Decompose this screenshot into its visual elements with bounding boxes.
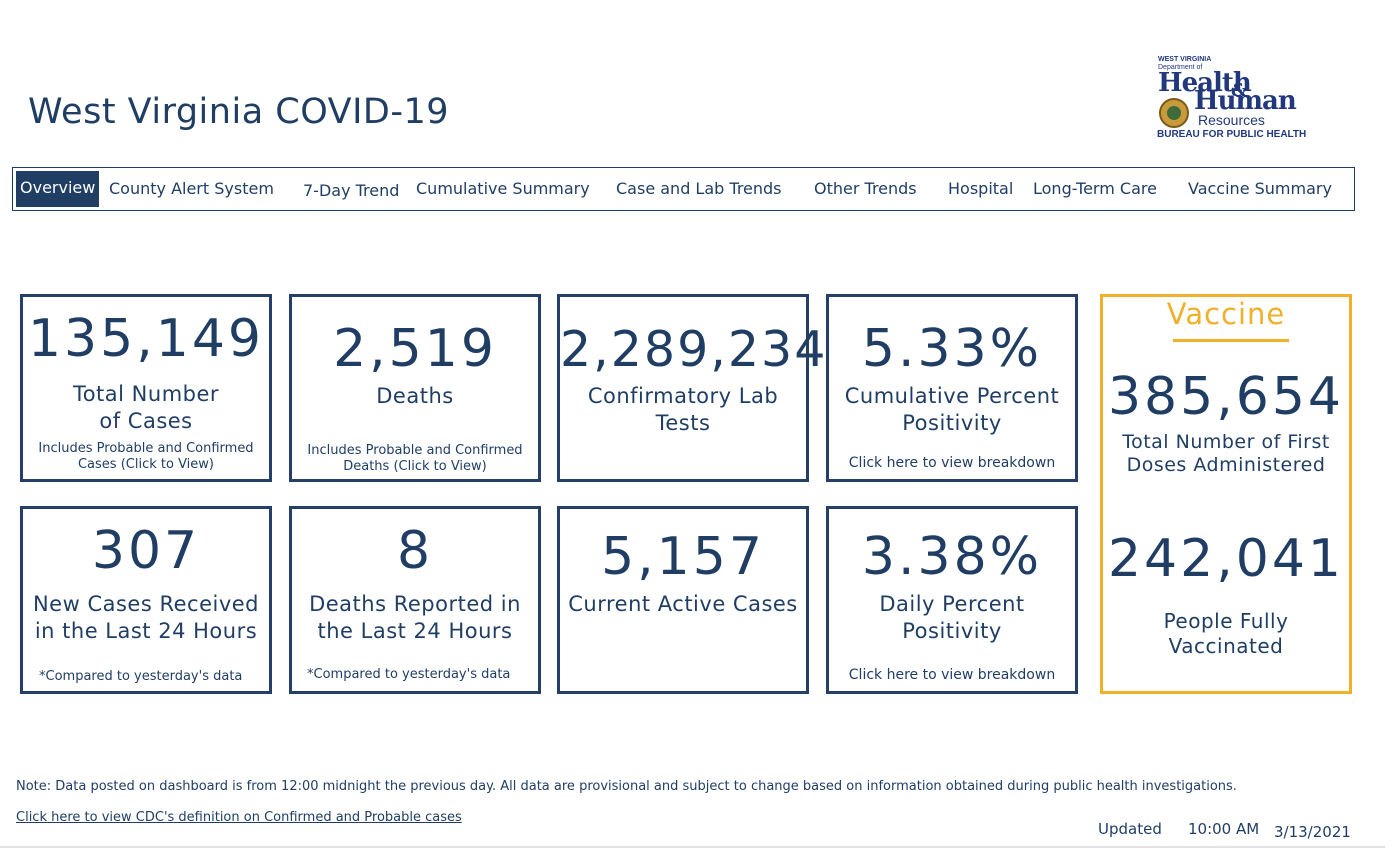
logo-department: Department of — [1158, 64, 1203, 71]
bottom-divider — [0, 846, 1385, 848]
new-cases-value: 307 — [91, 521, 201, 581]
logo-state: WEST VIRGINIA — [1158, 56, 1212, 63]
first-doses-value: 385,654 — [1107, 367, 1345, 427]
first-doses-label: Total Number of First Doses Administered — [1122, 431, 1330, 476]
cumulative-positivity-breakdown-link[interactable]: Click here to view breakdown — [848, 455, 1056, 471]
tab-hospital[interactable]: Hospital — [948, 179, 1014, 198]
total-cases-value: 135,149 — [27, 309, 265, 369]
new-cases-card: 307 New Cases Received in the Last 24 Ho… — [20, 506, 272, 694]
daily-positivity-label: Daily Percent Positivity — [879, 592, 1025, 643]
logo-bureau: BUREAU FOR PUBLIC HEALTH — [1157, 129, 1307, 140]
total-cases-label: Total Number of Cases — [72, 382, 220, 433]
cdc-definition-link[interactable]: Click here to view CDC's definition on C… — [16, 810, 462, 825]
fully-vaccinated-value: 242,041 — [1107, 529, 1345, 589]
vaccine-title: Vaccine — [1166, 297, 1286, 331]
tab-cumulative-summary[interactable]: Cumulative Summary — [416, 179, 590, 198]
updated-date: 3/13/2021 — [1274, 823, 1351, 841]
updated-label: Updated — [1098, 820, 1162, 838]
updated-time: 10:00 AM — [1188, 820, 1260, 838]
new-cases-note: *Compared to yesterday's data — [39, 669, 243, 684]
new-deaths-note: *Compared to yesterday's data — [307, 667, 511, 682]
lab-tests-card: 2,289,234 Confirmatory Lab Tests — [557, 294, 828, 482]
state-seal-icon — [1159, 98, 1189, 128]
active-cases-card: 5,157 Current Active Cases — [557, 506, 809, 694]
cumulative-positivity-card[interactable]: 5.33% Cumulative Percent Positivity Clic… — [826, 294, 1078, 482]
logo-ampersand: & — [1231, 80, 1248, 101]
daily-positivity-card[interactable]: 3.38% Daily Percent Positivity Click her… — [826, 506, 1078, 694]
active-cases-label: Current Active Cases — [568, 592, 798, 616]
data-note: Note: Data posted on dashboard is from 1… — [16, 779, 1237, 794]
tab-long-term-care[interactable]: Long-Term Care — [1033, 179, 1157, 198]
vaccine-underline — [1173, 339, 1289, 342]
fully-vaccinated-label: People Fully Vaccinated — [1163, 609, 1289, 658]
vaccine-card: Vaccine 385,654 Total Number of First Do… — [1100, 294, 1352, 694]
lab-tests-label: Confirmatory Lab Tests — [587, 384, 779, 435]
cumulative-positivity-label: Cumulative Percent Positivity — [844, 384, 1060, 435]
deaths-value: 2,519 — [333, 319, 497, 379]
lab-tests-value: 2,289,234 — [560, 321, 828, 378]
tab-case-and-lab-trends[interactable]: Case and Lab Trends — [616, 179, 782, 198]
tab-other-trends[interactable]: Other Trends — [814, 179, 917, 198]
new-deaths-value: 8 — [396, 521, 434, 581]
active-cases-value: 5,157 — [601, 527, 765, 587]
page-title: West Virginia COVID-19 — [28, 92, 450, 132]
tab-county-alert-system[interactable]: County Alert System — [109, 179, 274, 198]
tab-vaccine-summary[interactable]: Vaccine Summary — [1188, 179, 1332, 198]
logo-health: Health — [1158, 68, 1252, 98]
deaths-label: Deaths — [376, 384, 454, 408]
new-deaths-label: Deaths Reported in the Last 24 Hours — [309, 592, 521, 643]
deaths-card[interactable]: 2,519 Deaths Includes Probable and Confi… — [289, 294, 541, 482]
daily-positivity-breakdown-link[interactable]: Click here to view breakdown — [848, 667, 1056, 683]
new-cases-label: New Cases Received in the Last 24 Hours — [32, 592, 260, 643]
new-deaths-card: 8 Deaths Reported in the Last 24 Hours *… — [289, 506, 541, 694]
total-cases-note[interactable]: Includes Probable and Confirmed Cases (C… — [38, 441, 254, 472]
daily-positivity-value: 3.38% — [861, 527, 1043, 587]
deaths-note[interactable]: Includes Probable and Confirmed Deaths (… — [307, 443, 523, 474]
tab-bar: Overview County Alert System 7-Day Trend… — [12, 167, 1355, 211]
wvdhhr-logo: WEST VIRGINIA Department of Health & Hum… — [1156, 56, 1326, 146]
tab-overview[interactable]: Overview — [16, 171, 100, 207]
total-cases-card[interactable]: 135,149 Total Number of Cases Includes P… — [20, 294, 272, 482]
logo-human: Human — [1194, 86, 1297, 116]
tab-7-day-trend[interactable]: 7-Day Trend — [303, 181, 400, 200]
logo-resources: Resources — [1198, 112, 1265, 128]
cumulative-positivity-value: 5.33% — [861, 319, 1043, 379]
